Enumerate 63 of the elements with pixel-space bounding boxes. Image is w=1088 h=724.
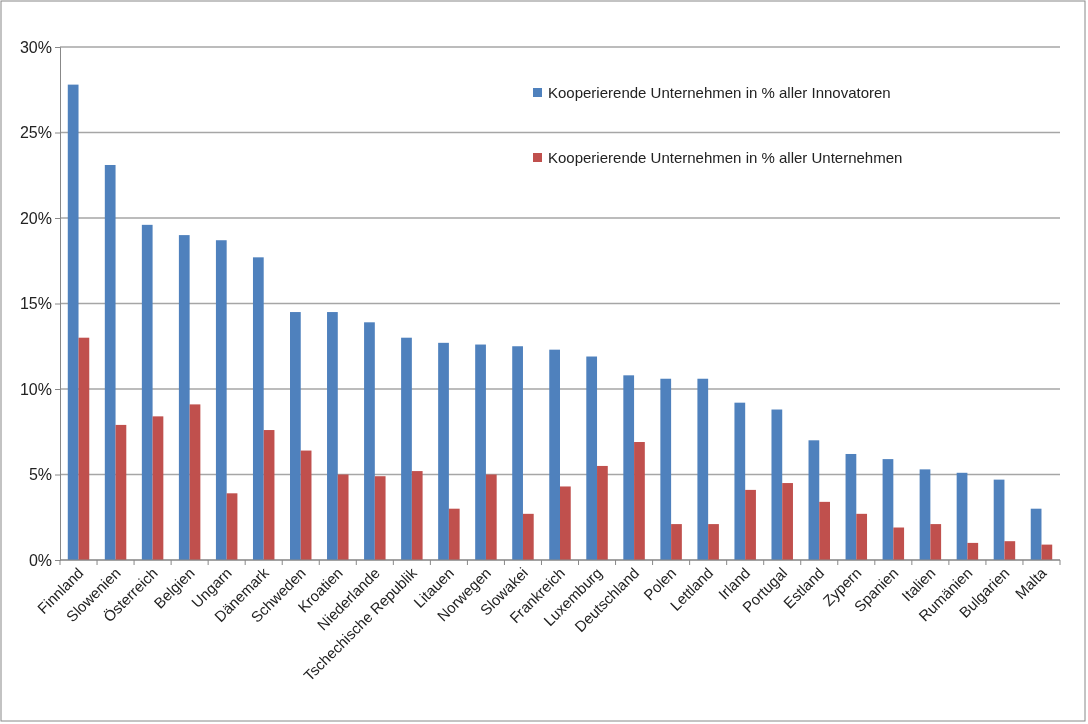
bar — [708, 524, 719, 560]
bar — [215, 240, 227, 560]
bar — [856, 513, 868, 560]
bar — [401, 337, 412, 560]
bar — [263, 430, 275, 560]
bar — [104, 164, 116, 560]
legend-label: Kooperierende Unternehmen in % aller Unternehmen — [548, 149, 903, 166]
bar — [290, 312, 301, 560]
y-tick-label: 15% — [19, 295, 52, 313]
bar — [956, 472, 968, 560]
bar — [560, 486, 571, 560]
bar — [893, 527, 905, 560]
bar — [252, 257, 264, 560]
bar — [411, 471, 423, 560]
bar — [623, 375, 635, 560]
bar — [634, 442, 645, 560]
bar — [226, 493, 238, 560]
bar — [586, 356, 598, 560]
bar — [115, 424, 127, 560]
bar — [300, 450, 312, 560]
bar — [327, 312, 338, 560]
bar — [745, 489, 756, 560]
y-tick-label: 25% — [19, 124, 52, 142]
bar — [178, 235, 190, 560]
bar — [549, 349, 560, 560]
bar — [475, 344, 486, 560]
bar — [337, 474, 349, 560]
bar — [78, 337, 90, 560]
bar — [1041, 544, 1053, 560]
bar — [364, 322, 375, 560]
bar — [660, 378, 672, 560]
bar — [919, 469, 931, 560]
bar — [512, 346, 523, 560]
y-tick-label: 0% — [28, 551, 52, 569]
bar — [845, 453, 857, 560]
bar — [930, 524, 942, 560]
bar — [819, 501, 830, 560]
y-tick-label: 10% — [19, 380, 52, 398]
bar — [671, 524, 682, 560]
bar — [374, 476, 386, 560]
y-tick-label: 30% — [19, 38, 52, 56]
bar — [782, 483, 793, 560]
bar — [882, 459, 894, 560]
bar — [967, 542, 979, 560]
bar — [141, 224, 153, 560]
bar — [1004, 541, 1016, 560]
bar — [522, 513, 534, 560]
bar — [697, 378, 709, 560]
bar — [67, 84, 79, 560]
bar — [448, 508, 460, 560]
bar — [808, 440, 820, 560]
legend-label: Kooperierende Unternehmen in % aller Innovatoren — [548, 84, 891, 101]
bar — [734, 402, 746, 560]
bar — [152, 416, 164, 560]
y-tick-label: 20% — [19, 209, 52, 227]
bar — [1030, 508, 1042, 560]
bar — [189, 404, 201, 560]
bar — [597, 465, 608, 560]
bar — [771, 409, 783, 560]
bar — [485, 474, 497, 560]
bar — [438, 342, 449, 560]
bar — [993, 479, 1005, 560]
y-tick-label: 5% — [28, 466, 52, 484]
